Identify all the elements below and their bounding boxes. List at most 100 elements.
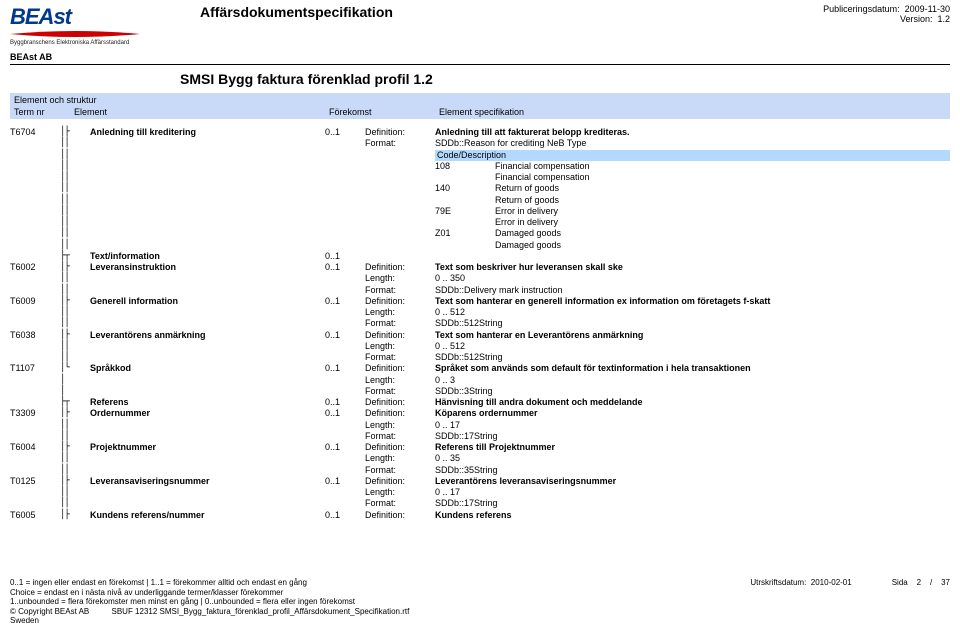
value: 0 .. 350 — [435, 273, 950, 284]
value: Kundens referens — [435, 510, 950, 521]
page-current: 2 — [917, 578, 921, 587]
key-label: Definition: — [365, 442, 435, 453]
occurrence: 0..1 — [325, 262, 365, 273]
page-label: Sida — [892, 578, 908, 587]
code-label: Damaged goods — [495, 228, 950, 239]
key-label: Length: — [365, 273, 435, 284]
value: 0 .. 17 — [435, 420, 950, 431]
element-name: Leveransinstruktion — [90, 262, 325, 273]
term-id: T1107 — [10, 363, 60, 374]
key-label: Length: — [365, 420, 435, 431]
element-name: Anledning till kreditering — [90, 127, 325, 138]
occurrence: 0..1 — [325, 510, 365, 521]
footer-country: Sweden — [10, 616, 950, 626]
element-name: Leverantörens anmärkning — [90, 330, 325, 341]
code: 79E — [435, 206, 495, 217]
code-label: Return of goods — [495, 183, 950, 194]
term-id: T6038 — [10, 330, 60, 341]
value: 0 .. 17 — [435, 487, 950, 498]
table-row: T0125│├ Leveransaviseringsnummer 0..1 De… — [10, 476, 950, 487]
occurrence: 0..1 — [325, 296, 365, 307]
company-name: BEAst AB — [10, 52, 950, 62]
key-label: Definition: — [365, 510, 435, 521]
element-name: Leveransaviseringsnummer — [90, 476, 325, 487]
value: Referens till Projektnummer — [435, 442, 950, 453]
value: Språket som används som default för text… — [435, 363, 950, 374]
value: SDDb::17String — [435, 498, 950, 509]
doc-header: BEAst Byggbranschens Elektroniska Affärs… — [10, 4, 950, 46]
key-label: Definition: — [365, 408, 435, 419]
table-row: T1107│└ Språkkod 0..1 Definition: Språke… — [10, 363, 950, 374]
table-row: T3309│├ Ordernummer 0..1 Definition: Köp… — [10, 408, 950, 419]
key-label: Format: — [365, 498, 435, 509]
footer-line: Choice = endast en i nästa nivå av under… — [10, 588, 950, 598]
print-date: 2010-02-01 — [811, 578, 852, 587]
value: 0 .. 512 — [435, 341, 950, 352]
code-label: Return of goods — [495, 195, 950, 206]
key-label: Definition: — [365, 397, 435, 408]
code: 140 — [435, 183, 495, 194]
value: 0 .. 35 — [435, 453, 950, 464]
occurrence: 0..1 — [325, 408, 365, 419]
occurrence: 0..1 — [325, 330, 365, 341]
table-row: ├┬ Referens 0..1 Definition: Hänvisning … — [10, 397, 950, 408]
term-id: T6704 — [10, 127, 60, 138]
occurrence: 0..1 — [325, 363, 365, 374]
key-label: Format: — [365, 386, 435, 397]
term-id: T0125 — [10, 476, 60, 487]
value: SDDb::512String — [435, 318, 950, 329]
section-header: Element och struktur Term nr Element För… — [10, 93, 950, 119]
key-label: Length: — [365, 341, 435, 352]
publication-info: Publiceringsdatum: 2009-11-30 Version: 1… — [823, 4, 950, 24]
element-name: Kundens referens/nummer — [90, 510, 325, 521]
table-row: T6009│├ Generell information 0..1 Defini… — [10, 296, 950, 307]
value: Text som hanterar en generell informatio… — [435, 296, 950, 307]
element-name: Ordernummer — [90, 408, 325, 419]
element-name: Referens — [90, 397, 325, 408]
key-label: Format: — [365, 318, 435, 329]
code-label: Financial compensation — [495, 172, 950, 183]
key-label: Length: — [365, 453, 435, 464]
value: Leverantörens leveransaviseringsnummer — [435, 476, 950, 487]
occurrence: 0..1 — [325, 442, 365, 453]
code-label: Financial compensation — [495, 161, 950, 172]
code-label: Damaged goods — [495, 240, 950, 251]
code: Z01 — [435, 228, 495, 239]
pub-date-label: Publiceringsdatum: — [823, 4, 900, 14]
code-label: Error in delivery — [495, 217, 950, 228]
logo-subtitle: Byggbranschens Elektroniska Affärsstanda… — [10, 40, 160, 46]
pub-date: 2009-11-30 — [905, 4, 950, 14]
element-name: Generell information — [90, 296, 325, 307]
value: Hänvisning till andra dokument och medde… — [435, 397, 950, 408]
table-row: T6004│├ Projektnummer 0..1 Definition: R… — [10, 442, 950, 453]
table-row: ├┬ Text/information 0..1 — [10, 251, 950, 262]
value: SDDb::Reason for crediting NeB Type — [435, 138, 950, 149]
key-label: Format: — [365, 138, 435, 149]
print-label: Utrskriftsdatum: — [750, 578, 806, 587]
key-label: Format: — [365, 431, 435, 442]
page-sep: / — [930, 578, 932, 587]
term-id: T6004 — [10, 442, 60, 453]
value: Text som beskriver hur leveransen skall … — [435, 262, 950, 273]
doc-subtitle: SMSI Bygg faktura förenklad profil 1.2 — [180, 71, 950, 87]
element-name: Språkkod — [90, 363, 325, 374]
occurrence: 0..1 — [325, 397, 365, 408]
key-label: Definition: — [365, 330, 435, 341]
value: 0 .. 512 — [435, 307, 950, 318]
key-label: Length: — [365, 487, 435, 498]
table-row: T6038│├ Leverantörens anmärkning 0..1 De… — [10, 330, 950, 341]
footer-line: 1..unbounded = flera förekomster men min… — [10, 597, 950, 607]
value: 0 .. 3 — [435, 375, 950, 386]
col-spec: Element specifikation — [439, 107, 946, 117]
col-occ: Förekomst — [329, 107, 439, 117]
term-id: T3309 — [10, 408, 60, 419]
occurrence: 0..1 — [325, 127, 365, 138]
code-label: Error in delivery — [495, 206, 950, 217]
value: Text som hanterar en Leverantörens anmär… — [435, 330, 950, 341]
tree-icon: │├ — [60, 127, 90, 138]
term-id: T6009 — [10, 296, 60, 307]
logo: BEAst Byggbranschens Elektroniska Affärs… — [10, 4, 160, 46]
term-id: T6002 — [10, 262, 60, 273]
page-footer: Utrskriftsdatum: 2010-02-01 Sida 2 / 37 … — [10, 578, 950, 626]
logo-swoosh-icon — [10, 30, 140, 38]
